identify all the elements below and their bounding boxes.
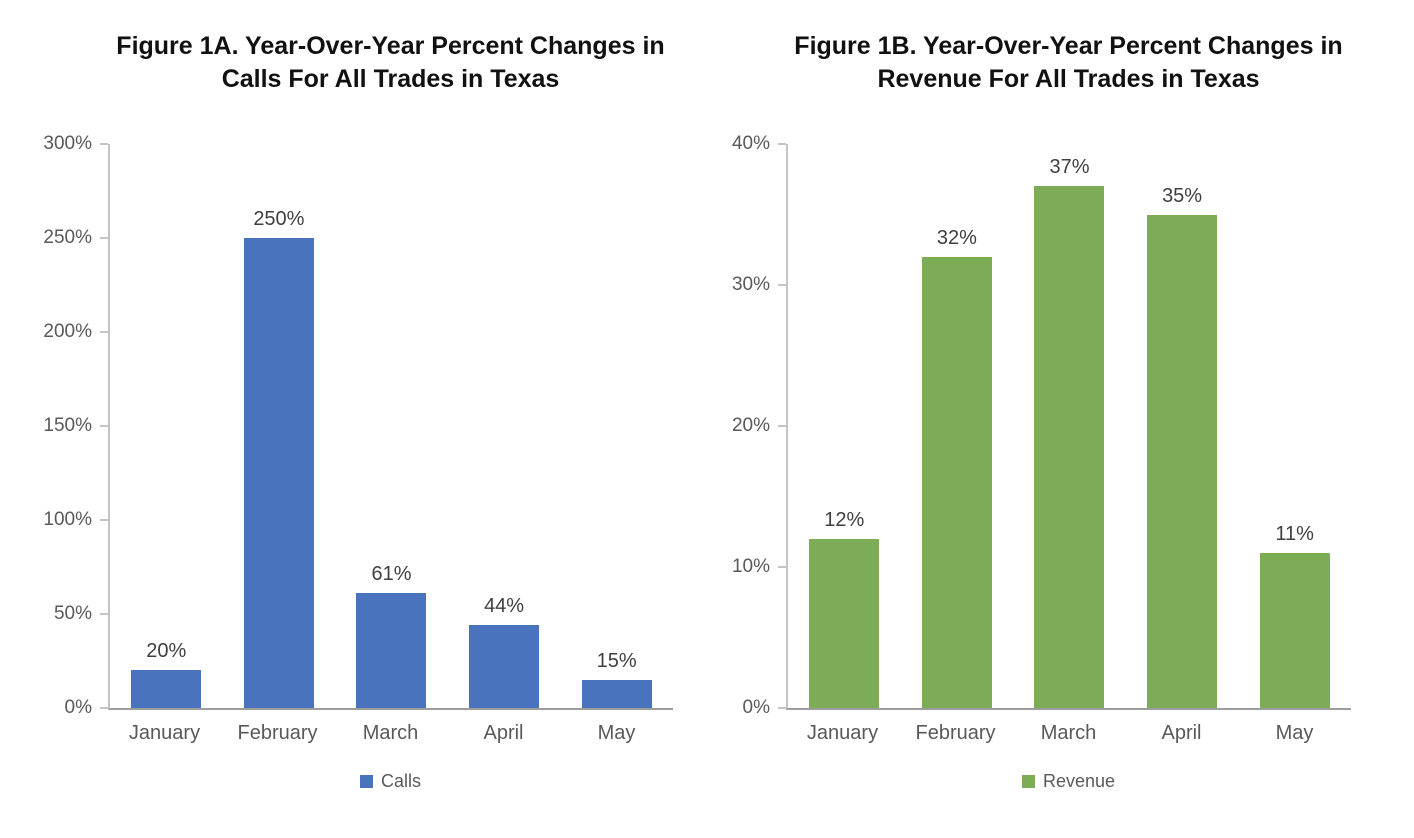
bar-slot: 32% xyxy=(901,144,1014,708)
y-axis-tick-label: 150% xyxy=(43,415,92,436)
y-axis-tick-mark xyxy=(100,143,108,145)
calls-legend-swatch-icon xyxy=(359,775,373,788)
revenue-plot-row: 12% 32% 37% 35% 11% 40% 30% 20% 10% 0% January Fe… xyxy=(732,133,1351,745)
chart-title-line: Figure 1A. Year-Over-Year Percent Change… xyxy=(116,32,665,60)
bar-slot: 35% xyxy=(1126,144,1239,708)
bar xyxy=(921,256,992,708)
x-axis-label: January xyxy=(806,722,879,744)
y-axis-tick-label: 100% xyxy=(43,509,92,530)
bar xyxy=(131,670,202,708)
x-axis-label: March xyxy=(1040,722,1097,744)
bar-value-label: 32% xyxy=(936,226,977,249)
x-axis-label: February xyxy=(237,722,318,744)
bar-value-label: 20% xyxy=(146,640,187,663)
x-axis-label: May xyxy=(597,722,636,744)
y-axis-tick-label: 30% xyxy=(731,274,770,295)
bar-slot: 20% xyxy=(110,144,223,708)
revenue-legend: Revenue xyxy=(786,771,1351,792)
y-axis-tick-mark xyxy=(100,707,108,709)
bar-value-label: 12% xyxy=(824,508,865,531)
calls-legend: Calls xyxy=(108,771,673,792)
y-axis-tick-mark xyxy=(778,143,786,145)
y-axis-tick-label: 200% xyxy=(43,321,92,342)
calls-plot-area: 20% 250% 61% 44% 15% 300% 250% 200% 150% 100% 50%… xyxy=(43,133,673,718)
calls-legend-label: Calls xyxy=(380,771,421,791)
bar-slot: 15% xyxy=(560,144,673,708)
bar-slot: 250% xyxy=(223,144,336,708)
revenue-chart-title: Figure 1B. Year-Over-Year Percent Change… xyxy=(786,30,1351,96)
bar xyxy=(1034,186,1105,708)
bar-value-label: 61% xyxy=(371,563,412,586)
x-axis-label: April xyxy=(483,722,524,744)
calls-chart-title: Figure 1A. Year-Over-Year Percent Change… xyxy=(108,30,673,96)
bar-value-label: 44% xyxy=(484,595,525,618)
x-axis-label: May xyxy=(1275,722,1314,744)
bar xyxy=(581,679,652,708)
x-axis-label: February xyxy=(915,722,996,744)
revenue-legend-swatch-icon xyxy=(1021,775,1035,788)
chart-title-line: Calls For All Trades in Texas xyxy=(221,65,560,93)
revenue-legend-label: Revenue xyxy=(1042,771,1116,791)
y-axis-tick-label: 20% xyxy=(731,415,770,436)
y-axis-tick-label: 10% xyxy=(731,556,770,577)
bar-value-label: 37% xyxy=(1049,156,1090,179)
y-axis-tick-label: 50% xyxy=(53,603,92,624)
y-axis-tick-mark xyxy=(778,284,786,286)
y-axis-tick-mark xyxy=(100,237,108,239)
y-axis-tick-mark xyxy=(100,613,108,615)
y-axis-tick-label: 0% xyxy=(742,697,770,718)
bar xyxy=(809,538,880,708)
y-axis-tick-label: 0% xyxy=(64,697,92,718)
bar xyxy=(469,625,540,708)
bar-slot: 11% xyxy=(1238,144,1351,708)
bar xyxy=(356,593,427,708)
bar-value-label: 35% xyxy=(1162,184,1203,207)
x-axis-label: March xyxy=(362,722,419,744)
bar-value-label: 11% xyxy=(1275,522,1314,545)
bar-slot: 12% xyxy=(788,144,901,708)
x-axis-label: January xyxy=(128,722,201,744)
bar-slot: 44% xyxy=(448,144,561,708)
y-axis-tick-label: 300% xyxy=(43,133,92,154)
calls-chart-panel: Figure 1A. Year-Over-Year Percent Change… xyxy=(34,0,694,838)
x-axis-label: April xyxy=(1161,722,1202,744)
calls-bars: 20% 250% 61% 44% 15% xyxy=(110,144,673,708)
y-axis-tick-mark xyxy=(100,519,108,521)
revenue-x-axis: January February March April May xyxy=(786,722,1351,745)
bar-value-label: 15% xyxy=(596,649,637,672)
bar-value-label: 250% xyxy=(253,208,305,230)
bar-slot: 61% xyxy=(335,144,448,708)
revenue-bars: 12% 32% 37% 35% 11% xyxy=(788,144,1351,708)
y-axis-tick-mark xyxy=(778,566,786,568)
revenue-plot-area: 12% 32% 37% 35% 11% 40% 30% 20% 10% 0% xyxy=(732,133,1351,718)
y-axis-tick-mark xyxy=(778,425,786,427)
y-axis-tick-mark xyxy=(100,331,108,333)
y-axis-tick-label: 40% xyxy=(731,133,770,154)
bar-slot: 37% xyxy=(1013,144,1126,708)
calls-plot-row: 20% 250% 61% 44% 15% 300% 250% 200% 150% 100% 50%… xyxy=(43,133,673,745)
y-axis-tick-label: 250% xyxy=(43,227,92,248)
bar xyxy=(1259,552,1330,708)
revenue-chart-panel: Figure 1B. Year-Over-Year Percent Change… xyxy=(712,0,1372,838)
chart-title-line: Revenue For All Trades in Texas xyxy=(877,65,1260,93)
calls-x-axis: January February March April May xyxy=(108,722,673,745)
y-axis-tick-mark xyxy=(778,707,786,709)
bar xyxy=(1147,214,1218,708)
bar xyxy=(243,238,314,708)
chart-title-line: Figure 1B. Year-Over-Year Percent Change… xyxy=(794,32,1343,60)
y-axis-tick-mark xyxy=(100,425,108,427)
